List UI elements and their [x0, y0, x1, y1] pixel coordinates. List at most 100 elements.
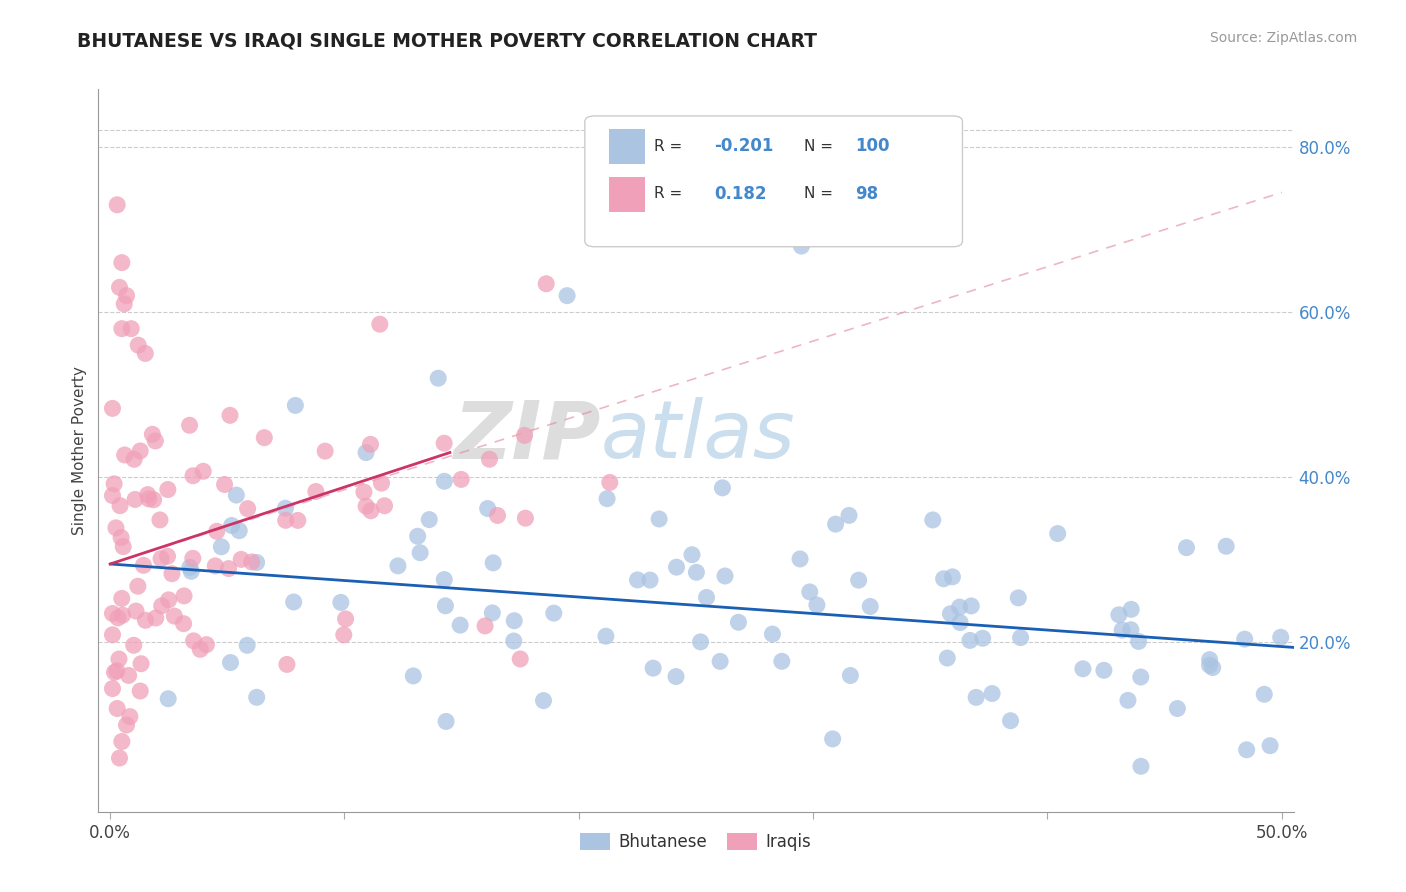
Legend: Bhutanese, Iraqis: Bhutanese, Iraqis: [574, 826, 818, 857]
Point: [107, 611, 129, 625]
Point: [225, 488, 247, 502]
Point: [195, 638, 218, 652]
Point: [236, 638, 259, 652]
Point: [387, 558, 409, 573]
Point: [936, 651, 959, 665]
Point: [1129, 670, 1152, 684]
Point: [122, 452, 145, 467]
Point: [821, 731, 844, 746]
Point: [626, 573, 648, 587]
Point: [503, 614, 526, 628]
Text: ZIP: ZIP: [453, 397, 600, 475]
Point: [221, 518, 243, 533]
Point: [409, 546, 432, 560]
Point: [284, 398, 307, 412]
Point: [1007, 591, 1029, 605]
Point: [173, 589, 195, 603]
Point: [418, 512, 440, 526]
Point: [1010, 631, 1032, 645]
Point: [665, 669, 688, 683]
Point: [108, 280, 131, 294]
Point: [981, 686, 1004, 700]
Point: [848, 573, 870, 587]
Point: [433, 573, 456, 587]
Point: [838, 508, 860, 523]
Point: [960, 599, 983, 613]
Point: [449, 618, 471, 632]
Point: [127, 338, 149, 352]
Point: [638, 573, 661, 587]
Point: [1253, 687, 1275, 701]
Point: [274, 501, 297, 516]
Point: [204, 558, 226, 573]
Point: [136, 488, 159, 502]
Point: [111, 321, 134, 335]
Point: [1128, 634, 1150, 648]
Point: [120, 321, 142, 335]
Text: Source: ZipAtlas.com: Source: ZipAtlas.com: [1209, 31, 1357, 45]
Point: [534, 277, 557, 291]
Point: [949, 615, 972, 630]
Point: [859, 599, 882, 614]
Bar: [609, 129, 644, 163]
Point: [595, 629, 617, 643]
Point: [181, 468, 204, 483]
Point: [156, 483, 179, 497]
Point: [648, 512, 671, 526]
Text: 0.182: 0.182: [714, 185, 766, 203]
Point: [110, 531, 132, 545]
Point: [111, 255, 134, 269]
Point: [276, 657, 298, 672]
Point: [709, 654, 731, 668]
Point: [108, 652, 131, 666]
Point: [329, 595, 352, 609]
Point: [427, 371, 450, 385]
Point: [335, 612, 357, 626]
Point: [214, 477, 236, 491]
Point: [132, 558, 155, 573]
Text: BHUTANESE VS IRAQI SINGLE MOTHER POVERTY CORRELATION CHART: BHUTANESE VS IRAQI SINGLE MOTHER POVERTY…: [77, 31, 817, 50]
Point: [117, 668, 139, 682]
Text: N =: N =: [804, 186, 832, 202]
Point: [193, 464, 215, 478]
Point: [1000, 714, 1022, 728]
Point: [477, 501, 499, 516]
Point: [790, 239, 813, 253]
Point: [188, 642, 211, 657]
Point: [253, 431, 276, 445]
Point: [939, 607, 962, 621]
Point: [474, 619, 496, 633]
Point: [111, 591, 134, 606]
Point: [150, 551, 173, 566]
Point: [105, 701, 128, 715]
Point: [689, 635, 711, 649]
Point: [941, 570, 963, 584]
Point: [101, 401, 124, 416]
Point: [643, 661, 665, 675]
Point: [108, 751, 131, 765]
Point: [839, 668, 862, 682]
Point: [481, 606, 503, 620]
Point: [141, 427, 163, 442]
Point: [134, 346, 156, 360]
Point: [433, 436, 456, 450]
Point: [205, 524, 228, 539]
Point: [354, 445, 377, 459]
Point: [360, 437, 382, 451]
Point: [101, 628, 124, 642]
Point: [965, 690, 987, 705]
Point: [143, 434, 166, 448]
Point: [108, 499, 131, 513]
Point: [360, 504, 382, 518]
Point: [118, 709, 141, 723]
Point: [761, 627, 783, 641]
Point: [179, 560, 201, 574]
Point: [112, 297, 135, 311]
Point: [209, 540, 232, 554]
Point: [824, 517, 846, 532]
Point: [515, 511, 537, 525]
Point: [173, 616, 195, 631]
Point: [138, 491, 160, 506]
Point: [727, 615, 749, 630]
Point: [368, 317, 391, 331]
